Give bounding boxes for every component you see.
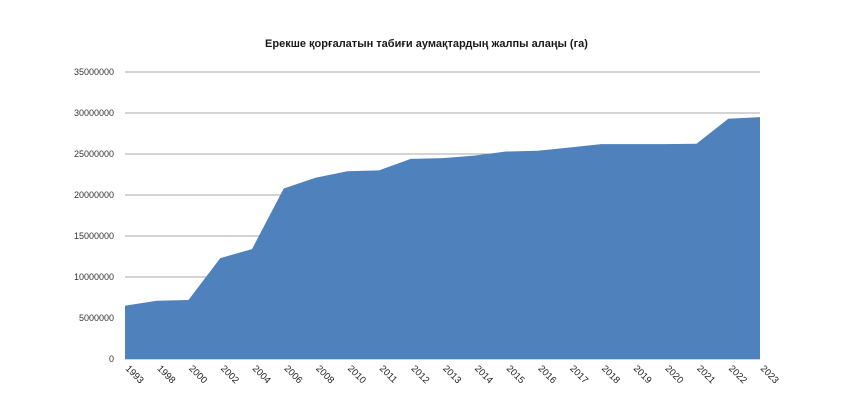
x-tick-label: 2013 [440, 363, 463, 386]
x-tick-label: 2011 [377, 363, 399, 385]
area-series [125, 117, 760, 359]
y-tick-label: 20000000 [74, 190, 114, 200]
x-tick-label: 2018 [599, 363, 622, 386]
x-tick-label: 2008 [313, 363, 336, 386]
x-tick-label: 2002 [218, 363, 241, 386]
x-tick-label: 2023 [758, 363, 781, 386]
y-axis-ticks: 0 5000000 10000000 15000000 20000000 25000000… [74, 67, 114, 364]
x-tick-label: 2021 [694, 363, 717, 386]
x-tick-label: 1993 [123, 363, 146, 386]
y-tick-label: 25000000 [74, 149, 114, 159]
x-tick-label: 1998 [155, 363, 178, 386]
x-tick-label: 2022 [726, 363, 749, 386]
x-tick-label: 2006 [282, 363, 305, 386]
y-tick-label: 0 [109, 354, 114, 364]
x-tick-label: 2000 [186, 363, 209, 386]
y-tick-label: 10000000 [74, 272, 114, 282]
x-tick-label: 2017 [567, 363, 590, 386]
x-tick-label: 2012 [409, 363, 432, 386]
x-tick-label: 2020 [663, 363, 686, 386]
x-tick-label: 2014 [472, 363, 495, 386]
y-tick-label: 15000000 [74, 231, 114, 241]
x-tick-label: 2016 [536, 363, 559, 386]
y-tick-label: 5000000 [79, 313, 114, 323]
chart-title: Ерекше қорғалатын табиғи аумақтардың жал… [265, 38, 588, 50]
x-tick-label: 2004 [250, 363, 273, 386]
x-tick-label: 2010 [345, 363, 368, 386]
x-tick-label: 2015 [504, 363, 527, 386]
x-axis-ticks: 1993 1998 2000 2002 2004 2006 2008 2010 2011 2012… [123, 363, 781, 386]
area-series-fill [125, 117, 760, 359]
y-tick-label: 35000000 [74, 67, 114, 77]
y-tick-label: 30000000 [74, 108, 114, 118]
x-tick-label: 2019 [631, 363, 654, 386]
